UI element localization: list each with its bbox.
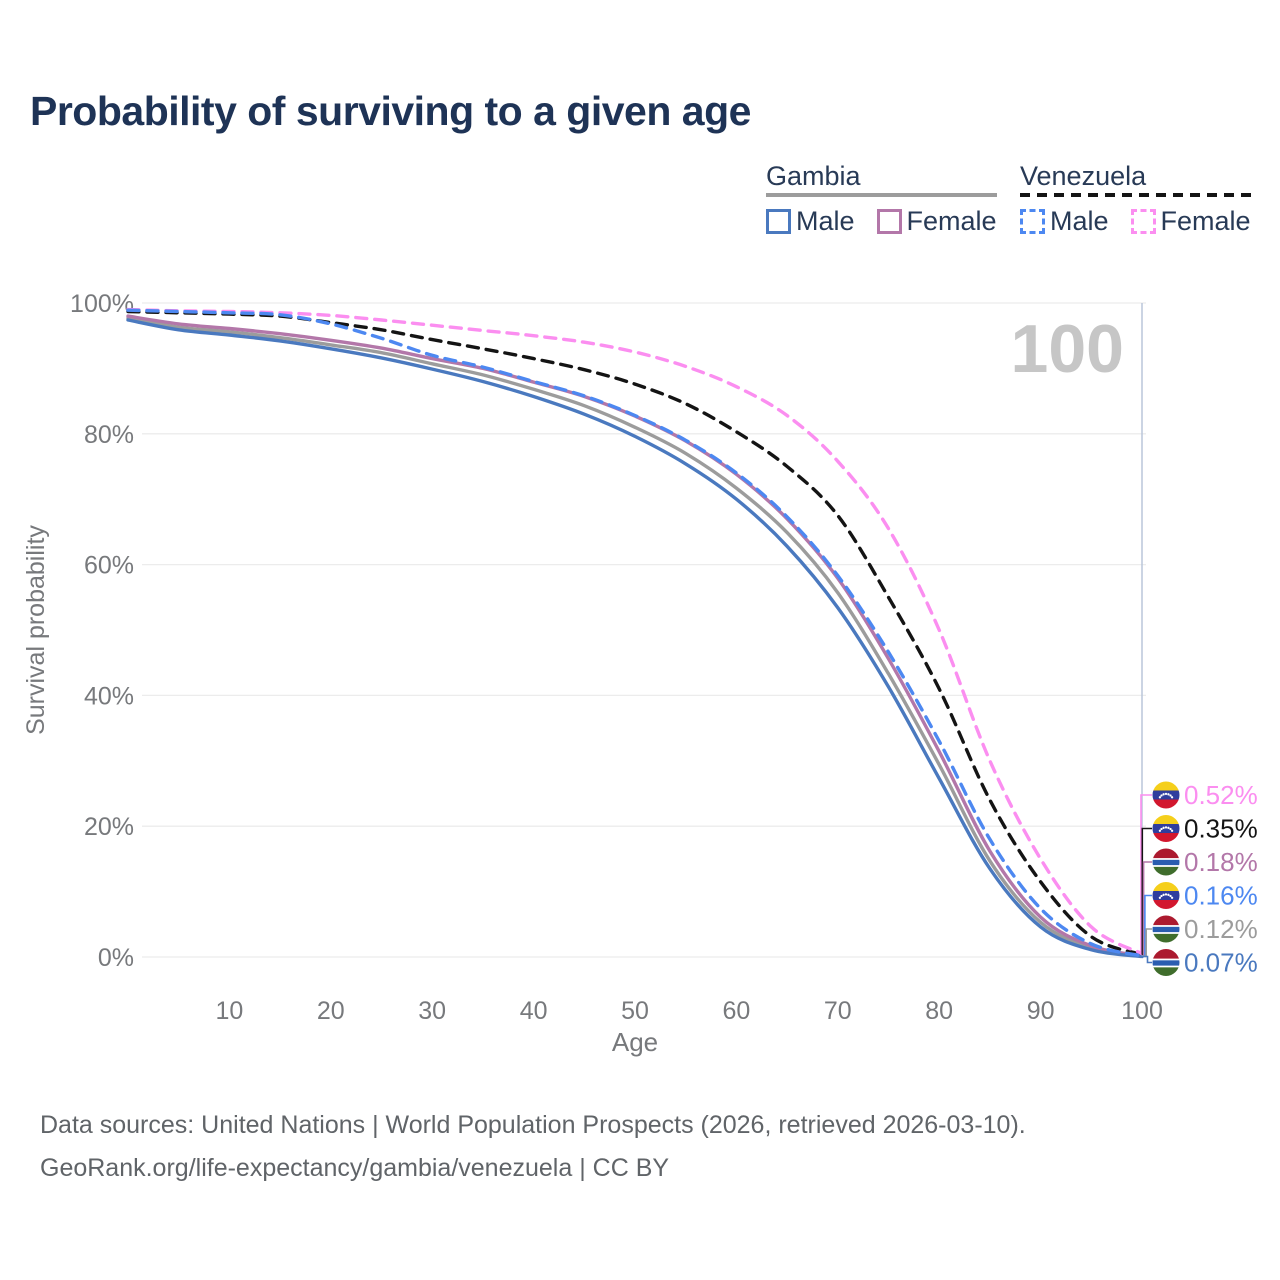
gambia-flag-icon bbox=[1152, 848, 1180, 876]
x-tick-label: 90 bbox=[1027, 997, 1055, 1025]
legend-item-label: Male bbox=[1050, 206, 1109, 236]
end-label-gambia-male: 0.07% bbox=[1184, 948, 1258, 978]
venezuela-male-swatch-icon bbox=[1020, 209, 1045, 234]
venezuela-flag-icon bbox=[1152, 781, 1180, 809]
x-tick-label: 20 bbox=[317, 997, 345, 1025]
venezuela-flag-icon bbox=[1152, 882, 1180, 909]
y-tick-label: 80% bbox=[84, 421, 134, 449]
y-tick-label: 100% bbox=[70, 290, 134, 318]
legend-item-label: Female bbox=[906, 206, 997, 236]
legend-item-label: Female bbox=[1160, 206, 1251, 236]
legend-group-venezuela: Venezuela Male Female bbox=[1020, 162, 1251, 237]
x-tick-label: 70 bbox=[824, 997, 852, 1025]
y-tick-label: 20% bbox=[84, 813, 134, 841]
page-title: Probability of surviving to a given age bbox=[30, 88, 751, 134]
series-line-gambia-total bbox=[126, 316, 1144, 958]
x-axis-title: Age bbox=[612, 1027, 658, 1057]
legend-item-gambia-female[interactable]: Female bbox=[876, 206, 997, 237]
end-label-venezuela-total: 0.35% bbox=[1184, 814, 1258, 844]
y-tick-label: 60% bbox=[84, 552, 134, 580]
legend-group-gambia: Gambia Male Female bbox=[766, 162, 997, 237]
footer-line-2[interactable]: GeoRank.org/life-expectancy/gambia/venez… bbox=[40, 1154, 670, 1182]
series-line-gambia-male bbox=[126, 318, 1144, 959]
legend-item-label: Male bbox=[796, 206, 855, 236]
end-label-leader-line bbox=[1142, 955, 1152, 964]
series-line-venezuela-male bbox=[126, 308, 1144, 958]
x-tick-label: 50 bbox=[621, 997, 649, 1025]
x-tick-label: 100 bbox=[1121, 997, 1163, 1025]
gambia-male-swatch-icon bbox=[766, 209, 791, 234]
venezuela-female-swatch-icon bbox=[1130, 209, 1156, 234]
series-line-venezuela-female bbox=[126, 307, 1144, 956]
x-tick-label: 30 bbox=[418, 997, 446, 1025]
legend-item-gambia-male[interactable]: Male bbox=[766, 206, 855, 237]
venezuela-flag-icon bbox=[1152, 815, 1180, 842]
y-tick-label: 0% bbox=[98, 944, 134, 972]
gambia-female-swatch-icon bbox=[876, 209, 902, 234]
end-label-gambia-total: 0.12% bbox=[1184, 914, 1258, 944]
x-tick-label: 80 bbox=[925, 997, 953, 1025]
data-source-note: Data sources: United Nations | World Pop… bbox=[40, 1104, 1026, 1190]
end-label-venezuela-male: 0.16% bbox=[1184, 881, 1258, 911]
legend-rule-dashed bbox=[1020, 193, 1251, 197]
legend-item-venezuela-female[interactable]: Female bbox=[1130, 206, 1251, 237]
end-label-leader-line bbox=[1141, 827, 1152, 956]
end-label-gambia-female: 0.18% bbox=[1184, 847, 1258, 877]
gambia-flag-icon bbox=[1152, 949, 1180, 976]
legend-country-venezuela[interactable]: Venezuela bbox=[1020, 161, 1147, 191]
x-tick-label: 40 bbox=[520, 997, 548, 1025]
legend-item-venezuela-male[interactable]: Male bbox=[1020, 206, 1109, 237]
legend-country-gambia[interactable]: Gambia bbox=[766, 161, 861, 191]
current-age-watermark: 100 bbox=[1011, 311, 1124, 387]
x-tick-label: 10 bbox=[215, 997, 243, 1025]
gambia-flag-icon bbox=[1152, 915, 1180, 943]
y-axis-title: Survival probability bbox=[22, 525, 50, 735]
end-label-venezuela-female: 0.52% bbox=[1184, 780, 1258, 810]
legend-rule-solid bbox=[766, 193, 997, 197]
footer-line-1: Data sources: United Nations | World Pop… bbox=[40, 1111, 1026, 1139]
x-tick-label: 60 bbox=[722, 997, 750, 1025]
y-tick-label: 40% bbox=[84, 682, 134, 710]
